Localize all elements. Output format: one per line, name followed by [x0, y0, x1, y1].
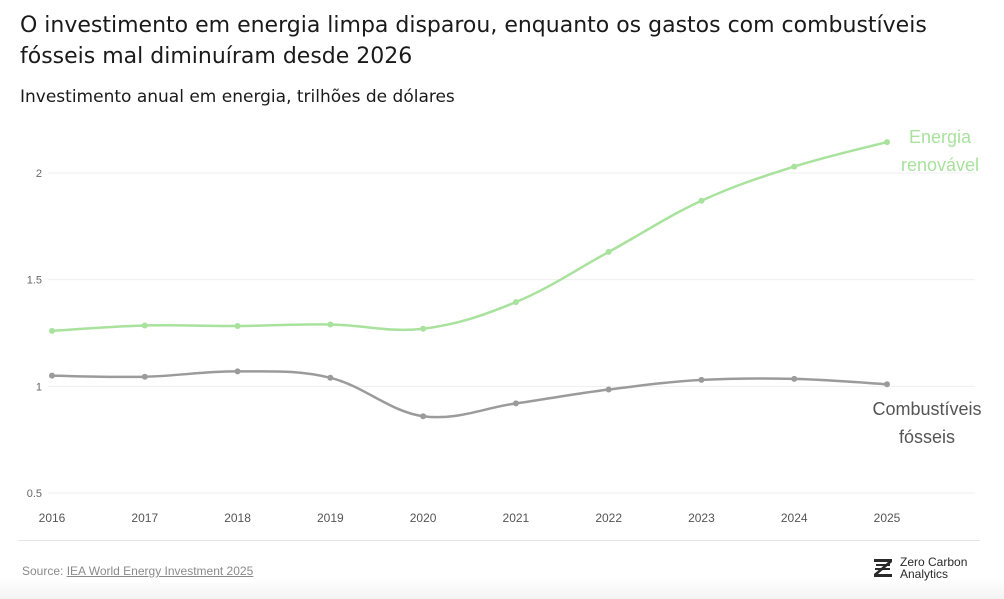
- label-layer: Energia renovável Combustíveis fósseis: [872, 127, 981, 447]
- source-link[interactable]: IEA World Energy Investment 2025: [66, 564, 254, 578]
- data-point-renewable: [791, 163, 798, 170]
- series-layer: [49, 139, 890, 420]
- y-tick-label: 1.5: [27, 275, 42, 287]
- data-point-fossil: [49, 372, 55, 379]
- y-tick-label: 2: [36, 168, 42, 180]
- y-tick-label: 0.5: [27, 488, 42, 500]
- series-label-line: renovável: [901, 155, 979, 175]
- source-note: Source: IEA World Energy Investment 2025: [22, 564, 253, 578]
- source-prefix: Source:: [22, 564, 64, 578]
- data-point-fossil: [791, 375, 798, 382]
- series-label-renewable: Energia renovável: [901, 127, 979, 175]
- chart-title: O investimento em energia limpa disparou…: [20, 13, 927, 69]
- y-tick-label: 1: [36, 381, 42, 393]
- data-point-fossil: [327, 374, 334, 381]
- series-line-renewable: [50, 140, 889, 333]
- axis-layer: 0.5 1 1.5 2 2016 2017 2018 2019 2020 2021 2022 2023…: [27, 168, 901, 525]
- line-chart: 0.5 1 1.5 2 2016 2017 2018 2019 2020 2021 2022 2023…: [27, 127, 982, 525]
- footer-divider: [18, 540, 980, 541]
- series-label-line: Energia: [909, 127, 972, 147]
- series-line-fossil: [50, 370, 889, 419]
- data-point-renewable: [605, 248, 612, 255]
- data-point-fossil: [698, 376, 705, 383]
- data-point-fossil: [605, 386, 612, 393]
- x-tick-label: 2021: [503, 511, 530, 525]
- x-tick-label: 2023: [688, 511, 715, 525]
- logo-line-1: Zero Carbon: [900, 555, 968, 569]
- chart-subtitle: Investimento anual em energia, trilhões …: [20, 87, 455, 107]
- x-tick-label: 2017: [131, 511, 158, 525]
- series-label-fossil: Combustíveis fósseis: [872, 399, 981, 447]
- data-point-fossil: [234, 368, 241, 375]
- x-tick-label: 2016: [39, 511, 66, 525]
- logo-text: Zero Carbon Analytics: [900, 556, 967, 580]
- data-point-renewable: [512, 299, 519, 306]
- x-tick-label: 2025: [874, 511, 901, 525]
- data-point-renewable: [420, 325, 427, 332]
- x-tick-label: 2022: [595, 511, 622, 525]
- series-label-line: Combustíveis: [872, 399, 981, 419]
- x-tick-label: 2024: [781, 511, 808, 525]
- zero-carbon-logo: Zero Carbon Analytics: [872, 556, 967, 580]
- data-point-fossil: [141, 373, 148, 380]
- data-point-fossil: [420, 413, 427, 420]
- logo-line-2: Analytics: [900, 567, 949, 581]
- data-point-renewable: [884, 139, 890, 146]
- data-point-fossil: [884, 381, 890, 388]
- series-label-line: fósseis: [899, 427, 955, 447]
- data-point-renewable: [327, 321, 334, 328]
- data-point-renewable: [141, 322, 148, 329]
- x-tick-label: 2020: [410, 511, 437, 525]
- x-tick-label: 2018: [224, 511, 251, 525]
- data-point-renewable: [234, 322, 241, 329]
- data-point-renewable: [698, 197, 705, 204]
- data-point-renewable: [49, 327, 55, 334]
- bottom-fade: [0, 579, 1004, 599]
- grid-layer: [48, 172, 975, 494]
- zca-logo-icon: [874, 559, 892, 577]
- data-point-fossil: [512, 400, 519, 407]
- x-tick-label: 2019: [317, 511, 344, 525]
